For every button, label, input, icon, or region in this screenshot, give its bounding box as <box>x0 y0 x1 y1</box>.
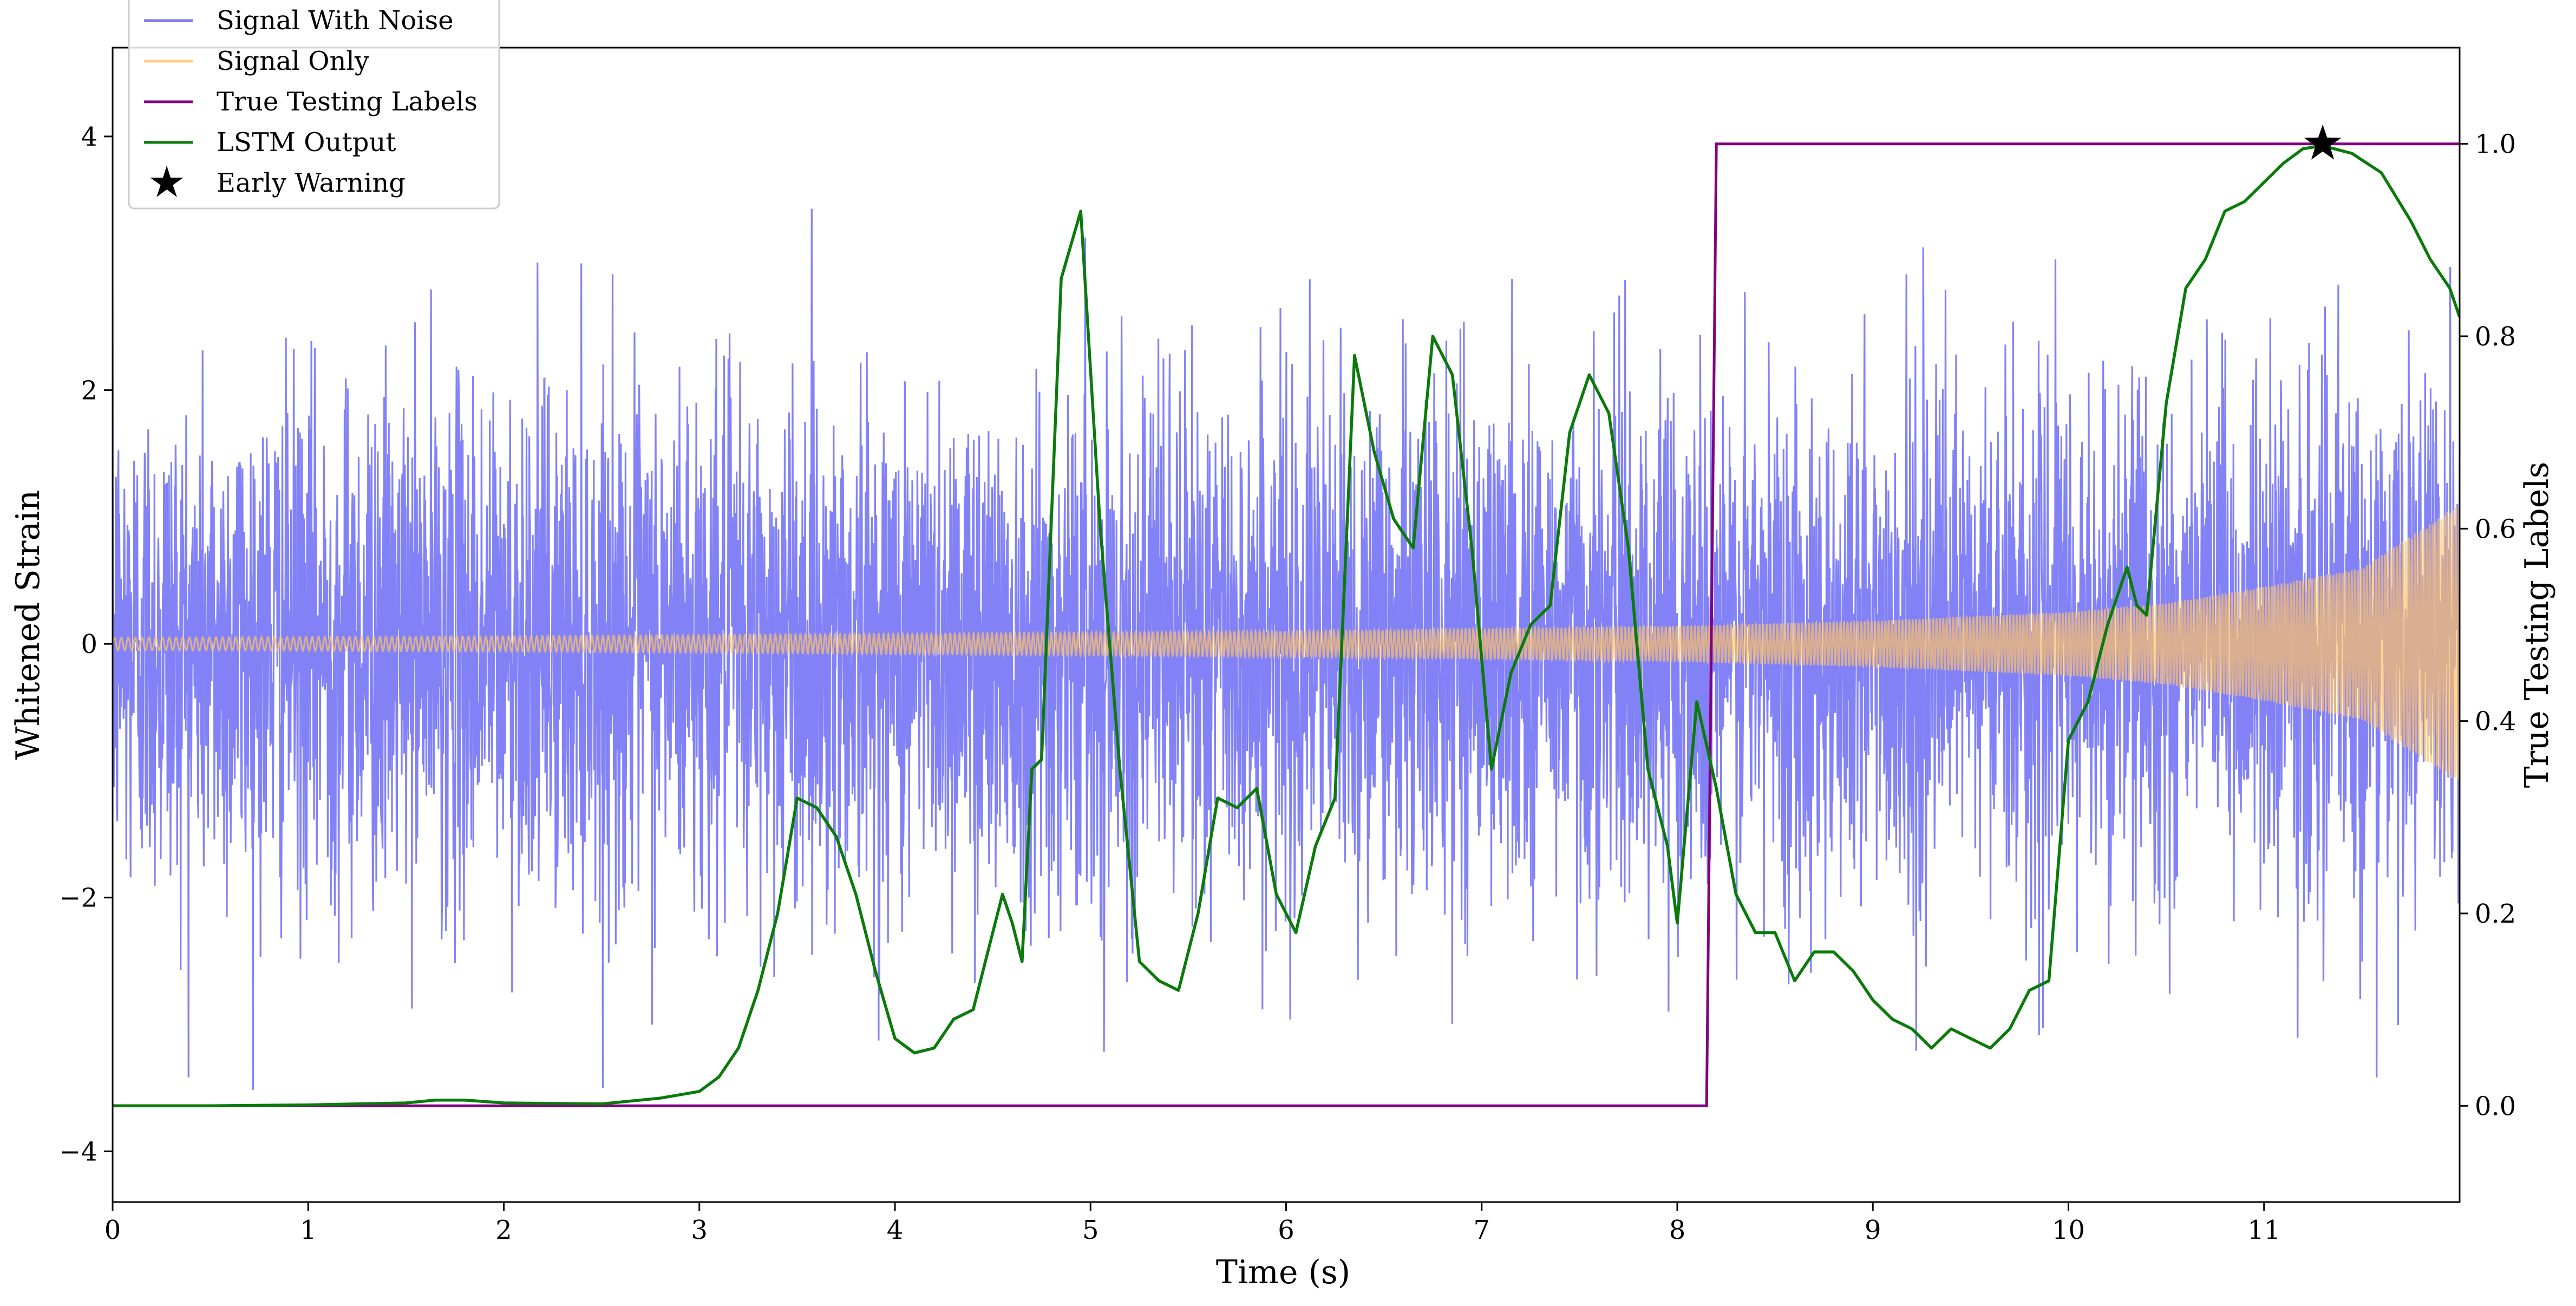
y-left-tick-label: −2 <box>59 883 97 913</box>
legend-marker-star <box>150 166 184 197</box>
x-tick-label: 10 <box>2052 1215 2085 1245</box>
true-testing-labels-line <box>113 142 2460 1107</box>
y-right-tick-label: 0.8 <box>2475 322 2516 352</box>
y-right-tick-label: 1.0 <box>2475 129 2516 160</box>
y-left-tick-label: −4 <box>59 1137 97 1167</box>
x-tick-label: 8 <box>1669 1215 1686 1245</box>
early-warning-marker <box>2304 124 2342 160</box>
x-tick-label: 9 <box>1865 1215 1881 1245</box>
x-tick-label: 11 <box>2247 1215 2280 1245</box>
y-left-tick-label: 4 <box>81 122 97 152</box>
x-tick-label: 6 <box>1278 1215 1294 1245</box>
legend-entry-label: Signal Only <box>217 46 369 76</box>
x-tick-label: 5 <box>1082 1215 1099 1245</box>
x-tick-label: 3 <box>691 1215 708 1245</box>
lstm-output-line <box>113 144 2460 1108</box>
legend-box <box>128 0 500 210</box>
x-axis: 0 1 2 3 4 5 6 7 8 9 10 11 <box>104 1202 2280 1245</box>
y-right-axis-label: True Testing Labels <box>2518 462 2556 788</box>
signal-with-noise-series <box>113 208 2460 1090</box>
x-tick-label: 7 <box>1473 1215 1490 1245</box>
y-right-tick-label: 0.2 <box>2475 899 2516 929</box>
y-right-tick-label: 0.4 <box>2475 707 2516 737</box>
y-right-tick-label: 0.0 <box>2475 1091 2516 1121</box>
y-left-tick-label: 2 <box>81 376 97 406</box>
lstm-output-series <box>113 144 2460 1108</box>
legend-entry-label: LSTM Output <box>217 127 396 158</box>
x-tick-label: 2 <box>495 1215 512 1245</box>
y-left-axis-label: Whitened Strain <box>9 490 47 760</box>
signal-with-noise-line <box>113 208 2460 1090</box>
signal-only-series <box>113 506 2460 780</box>
legend-entry-label: True Testing Labels <box>217 87 478 117</box>
x-tick-label: 4 <box>887 1215 904 1245</box>
x-tick-label: 1 <box>300 1215 317 1245</box>
legend-entry-label: Early Warning <box>217 168 406 198</box>
x-tick-label: 0 <box>104 1215 121 1245</box>
y-right-axis: 0.0 0.2 0.4 0.6 0.8 1.0 <box>2460 129 2516 1121</box>
legend-entry-label: Signal With Noise <box>217 5 454 36</box>
true-testing-labels-series <box>113 142 2460 1107</box>
signal-only-line <box>113 506 2460 780</box>
y-left-tick-label: 0 <box>81 629 97 659</box>
x-axis-label: Time (s) <box>1216 1253 1350 1291</box>
early-warning-series <box>2304 124 2342 160</box>
y-right-tick-label: 0.6 <box>2475 514 2516 544</box>
y-left-axis: −4 −2 0 2 4 <box>59 122 113 1167</box>
legend: Signal With Noise Signal Only True Testing… <box>128 0 500 210</box>
